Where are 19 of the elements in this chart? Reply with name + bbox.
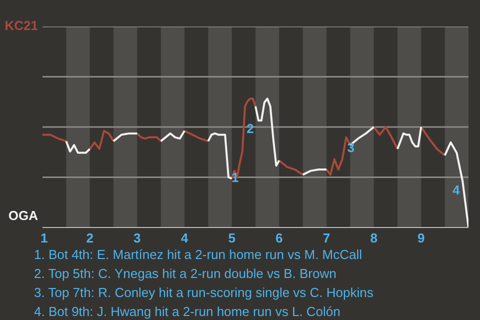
x-tick-label: 8 xyxy=(370,230,378,246)
text: 3. Top 7th: R. Conley hit a run-scoring single vs C. Hopkins xyxy=(34,285,374,300)
x-tick-label: 7 xyxy=(322,230,330,246)
x-tick-label: 4 xyxy=(180,230,189,246)
text: 2. Top 5th: C. Ynegas hit a 2-run double vs B. Brown xyxy=(34,266,336,281)
text: 4. Bot 9th: J. Hwang hit a 2-run home run vs L. Colón xyxy=(34,304,340,319)
annotation: 4 xyxy=(452,182,461,198)
annotation: 1 xyxy=(231,170,239,185)
text: 1. Bot 4th: E. Martínez hit a 2-run home run vs M. McCall xyxy=(34,247,362,262)
x-tick-label: 6 xyxy=(276,230,283,246)
x-tick-label: 5 xyxy=(228,230,236,246)
text: KC21 xyxy=(4,18,38,33)
annotation: 2 xyxy=(246,120,254,136)
x-tick-label: 9 xyxy=(418,230,425,246)
x-tick-label: 3 xyxy=(134,230,141,246)
x-tick-label: 1 xyxy=(40,230,48,246)
text: OGA xyxy=(8,208,38,223)
x-tick-label: 2 xyxy=(86,230,94,246)
annotation: 3 xyxy=(347,140,354,156)
